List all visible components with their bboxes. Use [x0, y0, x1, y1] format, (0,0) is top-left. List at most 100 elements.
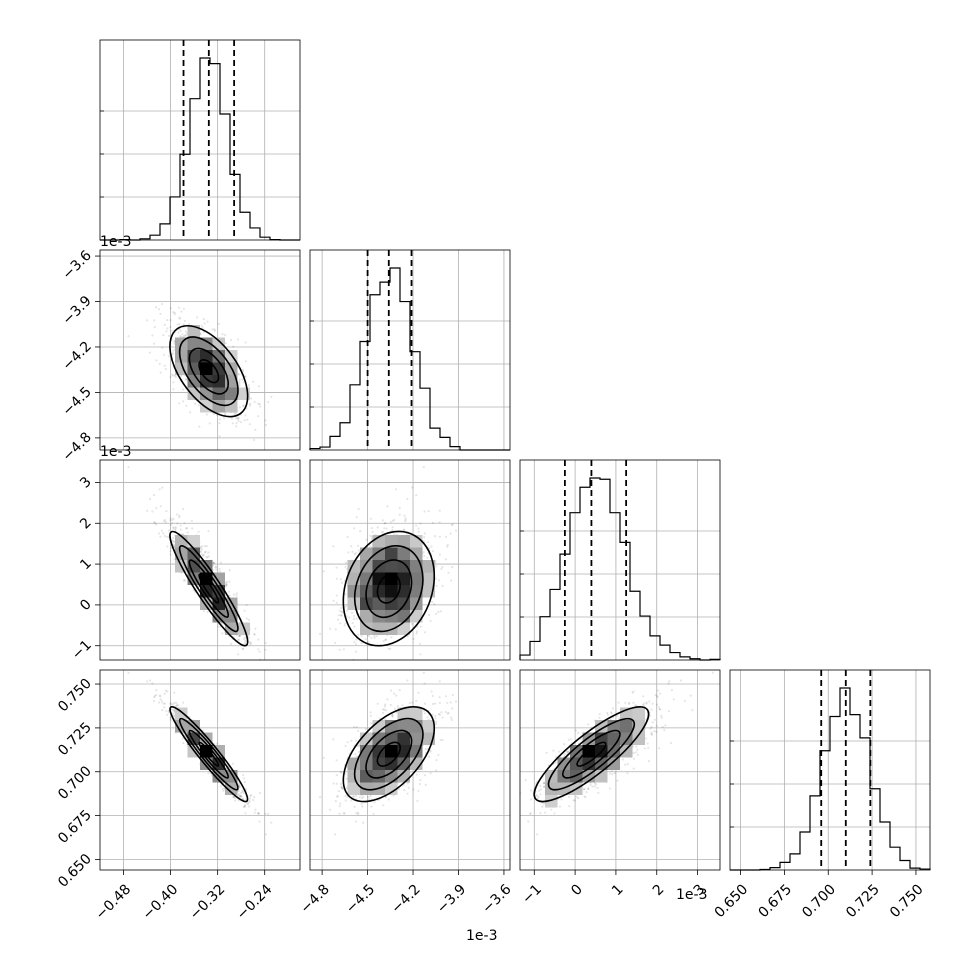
- panel-2-1-point: [353, 625, 356, 628]
- panel-1-0-point: [155, 306, 158, 309]
- panel-2-0-point: [185, 527, 188, 530]
- panel-2-1-point: [344, 565, 347, 568]
- panel-2-0-point: [200, 548, 203, 551]
- panel-2-1-point: [441, 565, 444, 569]
- panel-2-0-point: [242, 638, 246, 641]
- panel-2-1-point: [419, 522, 422, 525]
- panel-2-0-point: [203, 544, 207, 548]
- panel-2-0-point: [227, 590, 231, 593]
- panel-3-1-point: [431, 702, 435, 706]
- panel-2-0-point: [212, 562, 215, 565]
- panel-2-1-point: [348, 616, 351, 619]
- panel-3-1-point: [344, 744, 347, 748]
- panel-2-1-point: [340, 581, 343, 584]
- panel-2-0-point: [153, 521, 156, 524]
- panel-2-1-point: [383, 527, 386, 530]
- panel-1-0-point: [174, 375, 177, 379]
- panel-2-1-point: [393, 533, 396, 536]
- panel-2-0-point: [258, 650, 261, 653]
- panel-2-0-point: [160, 529, 163, 532]
- panel-2-0-point: [225, 584, 228, 587]
- panel-3-0-point: [165, 710, 168, 713]
- panel-2-0-point: [264, 641, 267, 644]
- panel-1-0-density-cell: [200, 375, 213, 388]
- panel-2-1-point: [353, 614, 356, 618]
- panel-1-0-point: [236, 417, 239, 421]
- panel-3-0-point: [247, 801, 250, 804]
- panel-2-1-point: [381, 519, 385, 522]
- panel-3-1-point: [372, 812, 375, 815]
- panel-1-0-point: [160, 302, 163, 306]
- panel-3-1-point: [447, 711, 450, 715]
- panel-1-0-point: [172, 374, 175, 377]
- panel-2-0-point: [182, 507, 185, 511]
- panel-1-0-point: [161, 346, 164, 349]
- panel-3-0-point: [157, 701, 161, 704]
- panel-2-1-point: [418, 642, 422, 646]
- panel-2-1-point: [433, 603, 436, 606]
- panel-1-0-point: [196, 316, 199, 319]
- panel-1-0-point: [224, 333, 227, 337]
- panel-3-1-point: [415, 699, 418, 703]
- panel-1-0-point: [253, 400, 256, 403]
- panel-3-0-point: [233, 799, 237, 802]
- panel-3-0-point: [159, 698, 162, 701]
- panel-2-0-point: [171, 522, 174, 525]
- panel-1-0-point: [182, 307, 185, 310]
- panel-3-0-point: [254, 808, 257, 811]
- panel-2-1-density-cell: [422, 572, 435, 585]
- panel-3-0-point: [152, 699, 156, 703]
- panel-1-0-point: [244, 341, 247, 344]
- panel-1-0-point: [194, 402, 197, 405]
- panel-2-0-point: [244, 639, 247, 643]
- panel-2-0-point: [148, 497, 152, 501]
- panel-2-1-point: [350, 545, 353, 548]
- panel-2-1-point: [415, 632, 418, 635]
- panel-1-0-point: [257, 385, 260, 388]
- panel-1-0-point: [208, 422, 211, 425]
- panel-2-0-point: [254, 627, 257, 630]
- panel-2-1-point: [444, 535, 448, 538]
- panel-2-0-point: [218, 567, 221, 571]
- panel-1-0-point: [162, 334, 165, 337]
- panel-2-1-point: [435, 584, 438, 588]
- panel-1-0-point: [211, 328, 214, 331]
- panel-3-0-point: [151, 682, 154, 685]
- panel-2-1-point: [360, 634, 363, 638]
- panel-2-1-point: [431, 550, 435, 553]
- panel-2-1-point: [334, 641, 337, 644]
- panel-3-1-point: [435, 759, 438, 762]
- panel-2-1-point: [398, 507, 401, 510]
- corner-panels: −0.48 −0.40 −0.32 −0.24 −4.8 −4.5 −4.2 −3.9 −3.6…: [55, 39, 931, 923]
- panel-2-1-point: [437, 610, 440, 614]
- panel-1-0-point: [172, 349, 175, 352]
- panel-2-0-point: [257, 648, 260, 651]
- panel-2-1-point: [373, 636, 376, 639]
- panel-2-1-point: [347, 551, 350, 554]
- panel-2-1-point: [411, 486, 414, 489]
- panel-2-1-density-cell: [397, 560, 410, 573]
- panel-2-0-point: [207, 551, 210, 554]
- panel-2-0-point: [228, 569, 231, 572]
- panel-2-0-point: [225, 583, 228, 586]
- panel-1-0-point: [254, 428, 257, 431]
- panel-3-0-point: [173, 691, 176, 694]
- panel-1-0-point: [178, 402, 181, 405]
- panel-2-1-point: [387, 647, 390, 650]
- panel-3-0-point: [169, 701, 172, 705]
- panel-3-0-point: [231, 795, 234, 798]
- panel-1-0-point: [178, 306, 181, 309]
- panel-2-1-point: [355, 643, 358, 646]
- panel-2-0-point: [243, 642, 246, 645]
- panel-2-1-point: [428, 613, 431, 617]
- panel-2-1-point: [335, 577, 338, 580]
- panel-2-0-point: [232, 593, 236, 596]
- panel-3-0-point: [242, 773, 245, 777]
- panel-3-0-point: [163, 706, 166, 709]
- panel-2-0-point: [176, 513, 179, 516]
- panel-2-1-point: [369, 517, 372, 520]
- panel-2-1-point: [385, 527, 388, 530]
- panel-2-1-point: [352, 617, 355, 621]
- panel-1-0-contour-3: [198, 359, 220, 384]
- panel-2-1-density-cell: [347, 597, 360, 610]
